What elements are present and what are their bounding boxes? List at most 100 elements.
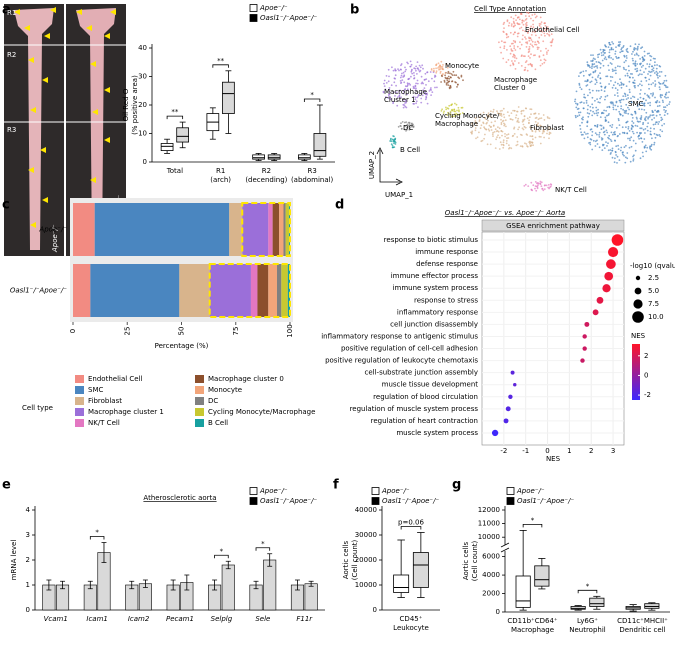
cell-point	[546, 26, 549, 28]
cell-point	[601, 138, 603, 141]
cell-point	[474, 117, 477, 120]
cell-point	[629, 139, 631, 142]
cell-point	[535, 128, 537, 131]
cell-point	[480, 140, 483, 143]
cell-point	[612, 106, 615, 109]
cell-point	[590, 60, 592, 62]
cell-point	[499, 114, 502, 117]
cell-point	[625, 126, 627, 128]
legend-marker	[249, 14, 258, 22]
cell-point	[650, 55, 653, 58]
cell-point	[393, 139, 396, 142]
cell-point	[633, 49, 636, 51]
cell-point	[500, 115, 503, 117]
cell-point	[619, 101, 622, 104]
cell-point	[522, 128, 525, 131]
arrowhead	[24, 25, 30, 31]
error-bar	[308, 580, 314, 587]
cell-point	[406, 93, 409, 96]
size-legend-label: 7.5	[648, 300, 659, 308]
cell-point	[387, 97, 390, 100]
cell-point	[385, 96, 387, 98]
cell-point	[421, 94, 424, 97]
cell-point	[596, 124, 599, 126]
bar-segment	[268, 264, 277, 317]
cell-point	[520, 12, 523, 15]
cell-point	[445, 106, 447, 109]
box	[176, 127, 190, 143]
cell-point	[628, 137, 631, 140]
cell-point	[653, 64, 656, 67]
cell-point	[383, 79, 386, 82]
cell-point	[611, 156, 614, 159]
cell-point	[623, 146, 626, 149]
cell-point	[647, 102, 649, 105]
cell-point	[623, 131, 626, 134]
cell-point	[591, 114, 594, 117]
cell-point	[434, 86, 436, 89]
cell-point	[603, 130, 606, 133]
cell-point	[422, 67, 424, 70]
cell-point	[609, 153, 612, 155]
cell-point	[632, 50, 634, 53]
cell-point	[430, 69, 433, 71]
cell-point	[526, 117, 529, 120]
y-tick-label: 0	[143, 158, 147, 166]
cell-point	[503, 27, 505, 29]
cell-point	[596, 98, 598, 100]
cell-point	[627, 127, 630, 130]
cell-point	[534, 54, 536, 57]
cell-point	[613, 131, 615, 134]
cell-point	[579, 86, 581, 89]
cell-point	[591, 60, 594, 63]
cell-point	[384, 88, 387, 91]
cell-point	[431, 91, 434, 93]
cell-point	[522, 123, 525, 126]
cell-point	[540, 181, 543, 184]
cell-point	[648, 116, 651, 118]
cell-point	[640, 116, 643, 119]
cell-point	[445, 108, 448, 111]
cell-point	[412, 87, 415, 89]
cell-point	[628, 146, 631, 149]
cell-point	[543, 188, 546, 191]
cell-point	[634, 112, 637, 115]
cell-point	[603, 133, 606, 136]
cell-point	[388, 87, 391, 89]
arrowhead	[42, 197, 48, 203]
cell-point	[665, 91, 668, 94]
cell-point	[528, 119, 530, 122]
cell-point	[620, 81, 622, 84]
cell-point	[623, 154, 625, 157]
cell-point	[582, 107, 585, 110]
cell-point	[517, 121, 520, 124]
axis-break	[502, 545, 508, 551]
cell-point	[441, 66, 444, 68]
x-tick-label: CD45⁺	[400, 615, 423, 623]
cell-point	[649, 114, 652, 117]
highlight-box	[208, 263, 292, 318]
significance-label: **	[171, 108, 179, 116]
cell-point	[531, 40, 534, 43]
y-tick-label: 4000	[482, 571, 500, 579]
cell-point	[650, 70, 653, 73]
box	[297, 154, 311, 160]
cell-point	[522, 34, 524, 37]
cell-point	[543, 32, 546, 35]
cell-point	[655, 67, 658, 70]
cell-point	[426, 102, 429, 105]
cell-point	[407, 124, 410, 127]
cell-point	[517, 16, 519, 19]
cell-point	[591, 148, 594, 151]
cluster-label: Monocyte	[445, 62, 479, 70]
cell-point	[506, 111, 509, 113]
cell-point	[638, 134, 640, 137]
cell-point	[447, 111, 449, 114]
cell-point	[614, 157, 616, 160]
cell-point	[501, 130, 504, 133]
cell-point	[522, 23, 525, 26]
significance-label: **	[217, 57, 225, 65]
cell-point	[433, 67, 435, 70]
cell-point	[388, 90, 391, 93]
cell-point	[626, 72, 629, 75]
